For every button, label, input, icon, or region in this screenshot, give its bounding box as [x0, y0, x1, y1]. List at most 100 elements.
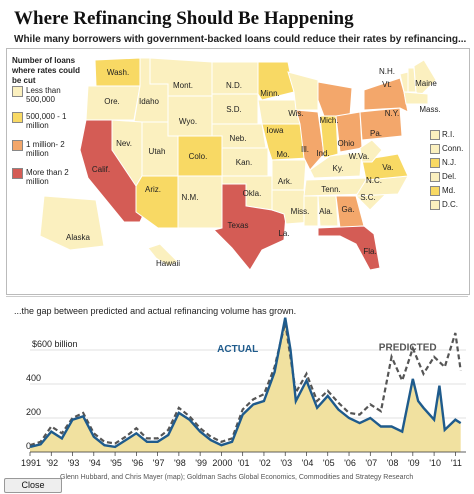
x-tick-label: 1991 [21, 458, 41, 468]
state-wyo [167, 95, 213, 137]
state-label-n-c: N.C. [366, 176, 382, 185]
state-label-maine: Maine [415, 79, 437, 88]
x-tick-label: '10 [429, 458, 441, 468]
state-label-mass: Mass. [419, 105, 440, 114]
x-tick-label: '94 [89, 458, 101, 468]
x-tick-label: '96 [131, 458, 143, 468]
x-tick-label: '99 [195, 458, 207, 468]
state-texas [213, 183, 287, 271]
state-label-n-h: N.H. [379, 67, 395, 76]
y-tick-label: 0 [26, 441, 31, 451]
state-label-va: Va. [382, 163, 393, 172]
state-label-n-y: N.Y. [385, 109, 400, 118]
page-subtitle: While many borrowers with government-bac… [14, 34, 467, 45]
state-label-fla: Fla. [363, 247, 376, 256]
x-tick-label: '02 [259, 458, 271, 468]
y-axis-top-label: $600 billion [32, 339, 78, 349]
state-la [271, 189, 313, 225]
x-tick-label: '06 [344, 458, 356, 468]
state-ky [309, 151, 363, 179]
state-hawaii [147, 243, 179, 267]
x-tick-label: '93 [68, 458, 80, 468]
close-button[interactable]: Close [4, 478, 62, 493]
page-title: Where Refinancing Should Be Happening [14, 8, 354, 29]
state-label-pa: Pa. [370, 129, 382, 138]
x-tick-label: '01 [238, 458, 250, 468]
us-map: Wash. Ore. Calif. Idaho Nev. Mont. Wyo. Utah Ari… [39, 57, 441, 271]
state-label-texas: Texas [228, 221, 249, 230]
state-label-s-d: S.D. [226, 105, 242, 114]
series-label-predicted: PREDICTED [379, 342, 437, 353]
state-label-n-m: N.M. [182, 193, 199, 202]
state-label-calif: Calif. [92, 165, 110, 174]
state-label-ga: Ga. [342, 205, 355, 214]
small-state-swatch [430, 200, 440, 210]
x-tick-label: '04 [302, 458, 314, 468]
small-state-swatch [430, 130, 440, 140]
small-state-label: N.J. [442, 158, 457, 167]
legend-swatch [12, 112, 23, 123]
state-label-ariz: Ariz. [145, 185, 161, 194]
x-tick-label: 2000 [212, 458, 232, 468]
state-pa [359, 107, 403, 141]
x-tick-label: '07 [365, 458, 377, 468]
small-state-label: Del. [442, 172, 457, 181]
small-state-swatch [430, 186, 440, 196]
state-label-mo: Mo. [276, 150, 289, 159]
x-tick-label: '08 [387, 458, 399, 468]
legend-label: Less than 500,000 [26, 86, 61, 104]
x-tick-label: '09 [408, 458, 420, 468]
state-maine [413, 59, 437, 97]
state-mass [403, 91, 429, 105]
state-wis [287, 71, 319, 111]
x-tick-label: '11 [451, 458, 462, 468]
state-ala [317, 195, 339, 227]
y-tick-label: 400 [26, 373, 41, 383]
state-mo [261, 123, 309, 161]
state-label-iowa: Iowa [267, 126, 284, 135]
legend-label: 500,000 - 1 million [26, 112, 67, 130]
y-tick-label: 200 [26, 407, 41, 417]
legend-title: Number of loans where rates could be cut [12, 56, 81, 85]
state-label-minn: Minn. [260, 89, 280, 98]
state-label-ky: Ky. [333, 164, 344, 173]
small-state-swatch [430, 158, 440, 168]
x-tick-label: '92 [46, 458, 58, 468]
small-state-label: Md. [442, 186, 456, 195]
state-ind [319, 115, 339, 159]
state-minn [257, 61, 295, 101]
small-state-swatch [430, 172, 440, 182]
state-label-nev: Nev. [116, 139, 132, 148]
state-label-tenn: Tenn. [321, 185, 341, 194]
state-alaska [39, 195, 105, 251]
series-label-actual: ACTUAL [217, 344, 258, 355]
state-label-kan: Kan. [236, 158, 252, 167]
state-label-wis: Wis. [288, 109, 304, 118]
state-n-y [363, 77, 409, 113]
state-label-colo: Colo. [189, 152, 208, 161]
legend-label: 1 million- 2 million [26, 140, 65, 158]
small-state-label: D.C. [442, 200, 458, 209]
x-tick-label: '97 [153, 458, 165, 468]
state-label-ala: Ala. [319, 207, 333, 216]
state-label-miss: Miss. [291, 207, 310, 216]
state-label-neb: Neb. [230, 134, 247, 143]
legend-swatch [12, 140, 23, 151]
actual-line [29, 317, 462, 449]
actual-area [30, 317, 461, 452]
state-label-ohio: Ohio [338, 139, 355, 148]
state-label-la: La. [278, 229, 289, 238]
legend-swatch [12, 168, 23, 179]
state-label-wyo: Wyo. [179, 117, 197, 126]
state-label-n-d: N.D. [226, 81, 242, 90]
state-label-ill: Ill. [301, 145, 309, 154]
state-label-mich: Mich. [319, 116, 338, 125]
state-fla [317, 225, 381, 271]
state-label-alaska: Alaska [66, 233, 91, 242]
x-tick-label: '05 [323, 458, 335, 468]
state-label-s-c: S.C. [360, 193, 376, 202]
state-label-hawaii: Hawaii [156, 259, 180, 268]
state-label-vt: Vt. [382, 80, 392, 89]
